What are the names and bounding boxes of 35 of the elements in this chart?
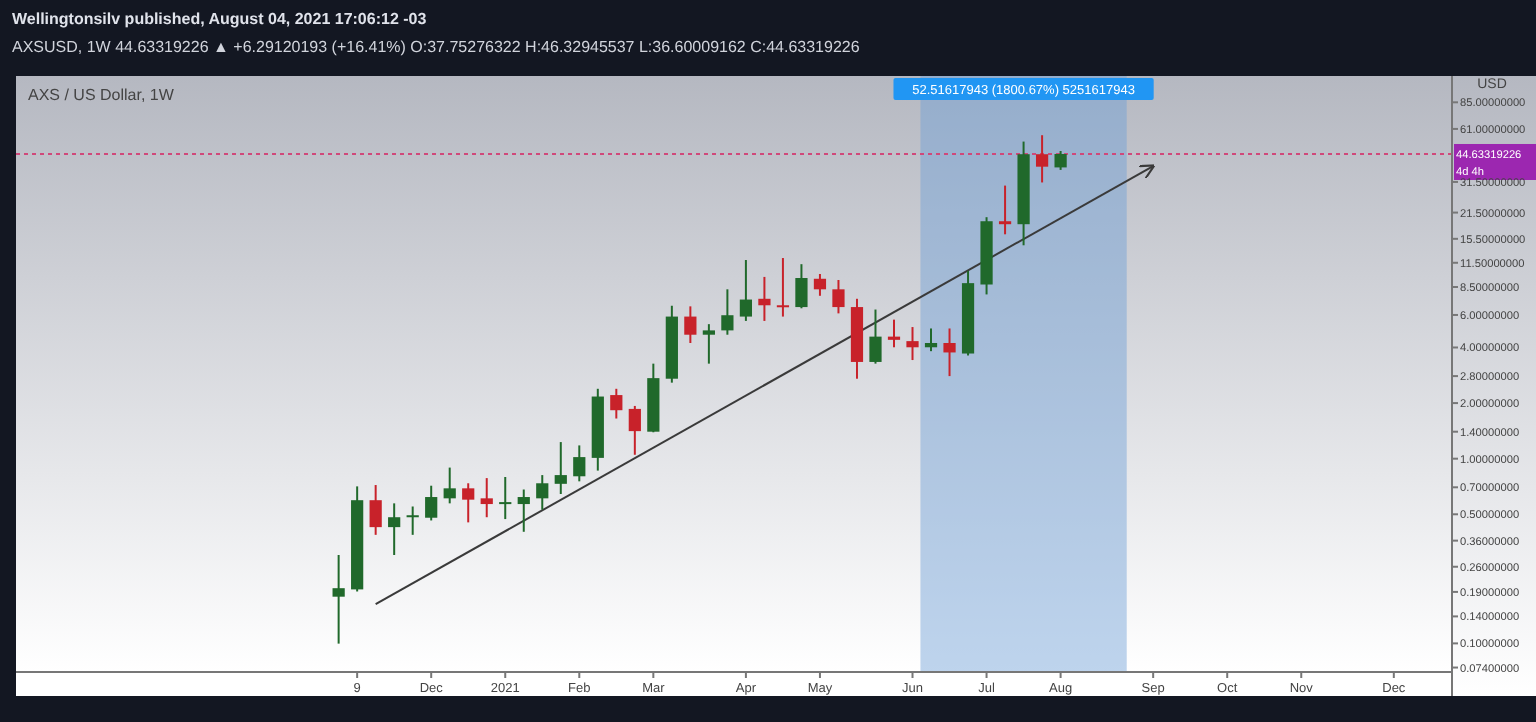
candlestick	[1035, 134, 1049, 184]
candlestick	[573, 444, 586, 483]
candlestick	[332, 554, 345, 645]
candlestick	[499, 475, 512, 521]
candlestick	[443, 466, 456, 505]
text: Wellingtonsilv published, August 04, 2021 17:06:12 -03	[12, 10, 428, 28]
text: AXSUSD, 1W 44.63319226 ▲ +6.29120193 (+16.41%) O:37.75276322 H:46.32945537 L:36.60009162 C:44.63319226	[12, 38, 861, 56]
candlestick	[721, 288, 734, 336]
candlestick	[702, 323, 715, 365]
candlestick	[610, 387, 623, 420]
candlestick	[406, 505, 419, 536]
candlestick	[1054, 149, 1067, 171]
candlestick	[906, 326, 919, 362]
candlestick	[869, 308, 882, 365]
candlestick	[628, 404, 641, 456]
candlestick	[758, 275, 771, 322]
candlestick	[425, 484, 438, 522]
text: AXS / US Dollar, 1W	[28, 86, 175, 104]
candlestick	[517, 488, 530, 533]
candlestick	[462, 482, 475, 524]
candlestick	[813, 272, 827, 297]
candlestick	[776, 257, 790, 318]
candlestick	[943, 327, 956, 378]
candlestick	[480, 477, 493, 519]
candlestick	[924, 327, 938, 353]
candlestick	[536, 474, 549, 511]
candlestick	[998, 184, 1012, 236]
candlestick	[832, 278, 845, 315]
candlestick	[887, 318, 901, 349]
candlestick	[795, 263, 808, 310]
candlestick	[388, 502, 401, 556]
candlestick	[369, 484, 382, 536]
candlestick	[684, 305, 697, 344]
candlestick	[739, 259, 753, 322]
candlestick	[554, 441, 567, 495]
